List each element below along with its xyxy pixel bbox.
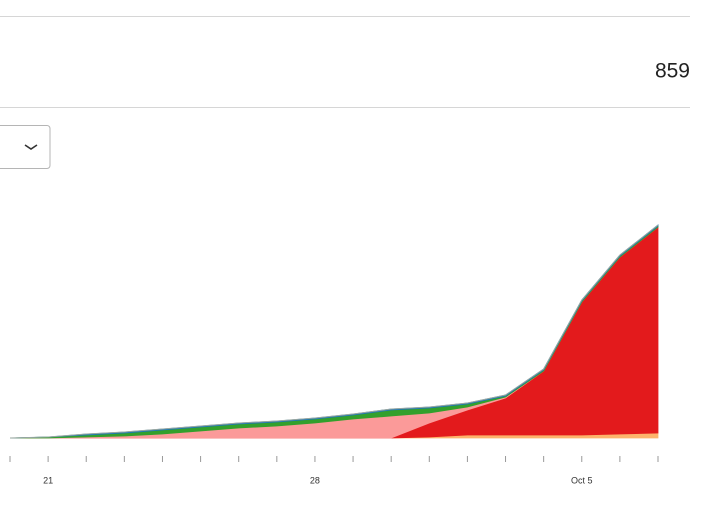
x-tick-label: 21 [43,475,53,485]
area [10,226,659,439]
dropdown[interactable] [0,125,51,169]
x-tick-label: 28 [310,475,320,485]
stat-value: 859 [655,60,690,83]
chart: 21 28 Oct 5 [9,224,659,485]
dropdown-box[interactable] [0,125,51,169]
chevron [24,144,38,150]
x-tick-label: Oct 5 [571,475,593,485]
top-line [9,224,659,439]
